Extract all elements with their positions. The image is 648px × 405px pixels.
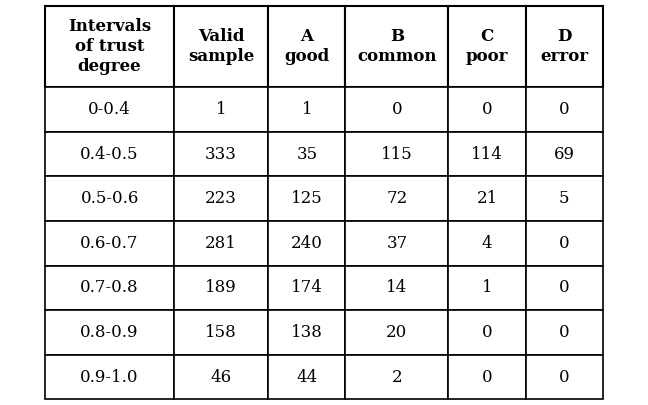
Text: 44: 44 [296, 369, 318, 386]
Text: 0.4-0.5: 0.4-0.5 [80, 145, 139, 162]
Bar [345, 310, 448, 355]
Text: 0.6-0.7: 0.6-0.7 [80, 235, 139, 252]
Text: 35: 35 [296, 145, 318, 162]
Text: 174: 174 [291, 279, 323, 296]
Bar [268, 132, 345, 176]
Bar [345, 221, 448, 266]
Text: 114: 114 [471, 145, 503, 162]
Bar [526, 266, 603, 310]
Text: 240: 240 [291, 235, 323, 252]
Text: 125: 125 [291, 190, 323, 207]
Text: 0: 0 [481, 369, 492, 386]
Bar [448, 176, 526, 221]
Text: 37: 37 [386, 235, 408, 252]
Bar [45, 355, 174, 399]
Bar [174, 6, 268, 87]
Bar [526, 132, 603, 176]
Bar [174, 221, 268, 266]
Text: 0: 0 [559, 369, 570, 386]
Text: 0: 0 [481, 101, 492, 118]
Text: D
error: D error [540, 28, 588, 65]
Bar [45, 87, 174, 132]
Text: 1: 1 [216, 101, 226, 118]
Bar [345, 266, 448, 310]
Text: 333: 333 [205, 145, 237, 162]
Bar [268, 176, 345, 221]
Text: 0.5-0.6: 0.5-0.6 [80, 190, 139, 207]
Bar [268, 355, 345, 399]
Text: 0: 0 [559, 101, 570, 118]
Text: 4: 4 [481, 235, 492, 252]
Bar [174, 87, 268, 132]
Text: 0: 0 [391, 101, 402, 118]
Bar [268, 6, 345, 87]
Text: 0: 0 [559, 324, 570, 341]
Text: 0: 0 [559, 235, 570, 252]
Text: B
common: B common [357, 28, 437, 65]
Bar [526, 355, 603, 399]
Text: 0: 0 [481, 324, 492, 341]
Bar [448, 266, 526, 310]
Bar [174, 266, 268, 310]
Bar [345, 132, 448, 176]
Text: 0.8-0.9: 0.8-0.9 [80, 324, 139, 341]
Bar [268, 310, 345, 355]
Bar [45, 310, 174, 355]
Text: A
good: A good [284, 28, 329, 65]
Bar [45, 176, 174, 221]
Text: 138: 138 [291, 324, 323, 341]
Bar [174, 355, 268, 399]
Text: C
poor: C poor [466, 28, 508, 65]
Bar [345, 87, 448, 132]
Bar [526, 87, 603, 132]
Bar [45, 6, 174, 87]
Text: 0-0.4: 0-0.4 [88, 101, 131, 118]
Bar [45, 132, 174, 176]
Text: 158: 158 [205, 324, 237, 341]
Text: 223: 223 [205, 190, 237, 207]
Text: 0.9-1.0: 0.9-1.0 [80, 369, 139, 386]
Text: 189: 189 [205, 279, 237, 296]
Bar [174, 310, 268, 355]
Text: 1: 1 [301, 101, 312, 118]
Text: 0: 0 [559, 279, 570, 296]
Text: 1: 1 [481, 279, 492, 296]
Bar [268, 266, 345, 310]
Bar [448, 310, 526, 355]
Bar [448, 6, 526, 87]
Bar [448, 87, 526, 132]
Text: 21: 21 [476, 190, 498, 207]
Bar [45, 266, 174, 310]
Bar [448, 355, 526, 399]
Text: 14: 14 [386, 279, 408, 296]
Text: Intervals
of trust
degree: Intervals of trust degree [68, 18, 151, 75]
Bar [268, 221, 345, 266]
Bar [526, 310, 603, 355]
Bar [268, 87, 345, 132]
Bar [526, 176, 603, 221]
Text: 2: 2 [391, 369, 402, 386]
Bar [345, 6, 448, 87]
Bar [448, 132, 526, 176]
Bar [345, 355, 448, 399]
Bar [174, 176, 268, 221]
Bar [345, 176, 448, 221]
Text: 46: 46 [211, 369, 231, 386]
Text: 69: 69 [553, 145, 575, 162]
Text: 115: 115 [381, 145, 413, 162]
Text: Valid
sample: Valid sample [188, 28, 254, 65]
Bar [448, 221, 526, 266]
Bar [526, 221, 603, 266]
Bar [45, 221, 174, 266]
Text: 281: 281 [205, 235, 237, 252]
Text: 0.7-0.8: 0.7-0.8 [80, 279, 139, 296]
Text: 20: 20 [386, 324, 408, 341]
Text: 72: 72 [386, 190, 408, 207]
Bar [526, 6, 603, 87]
Bar [174, 132, 268, 176]
Text: 5: 5 [559, 190, 570, 207]
